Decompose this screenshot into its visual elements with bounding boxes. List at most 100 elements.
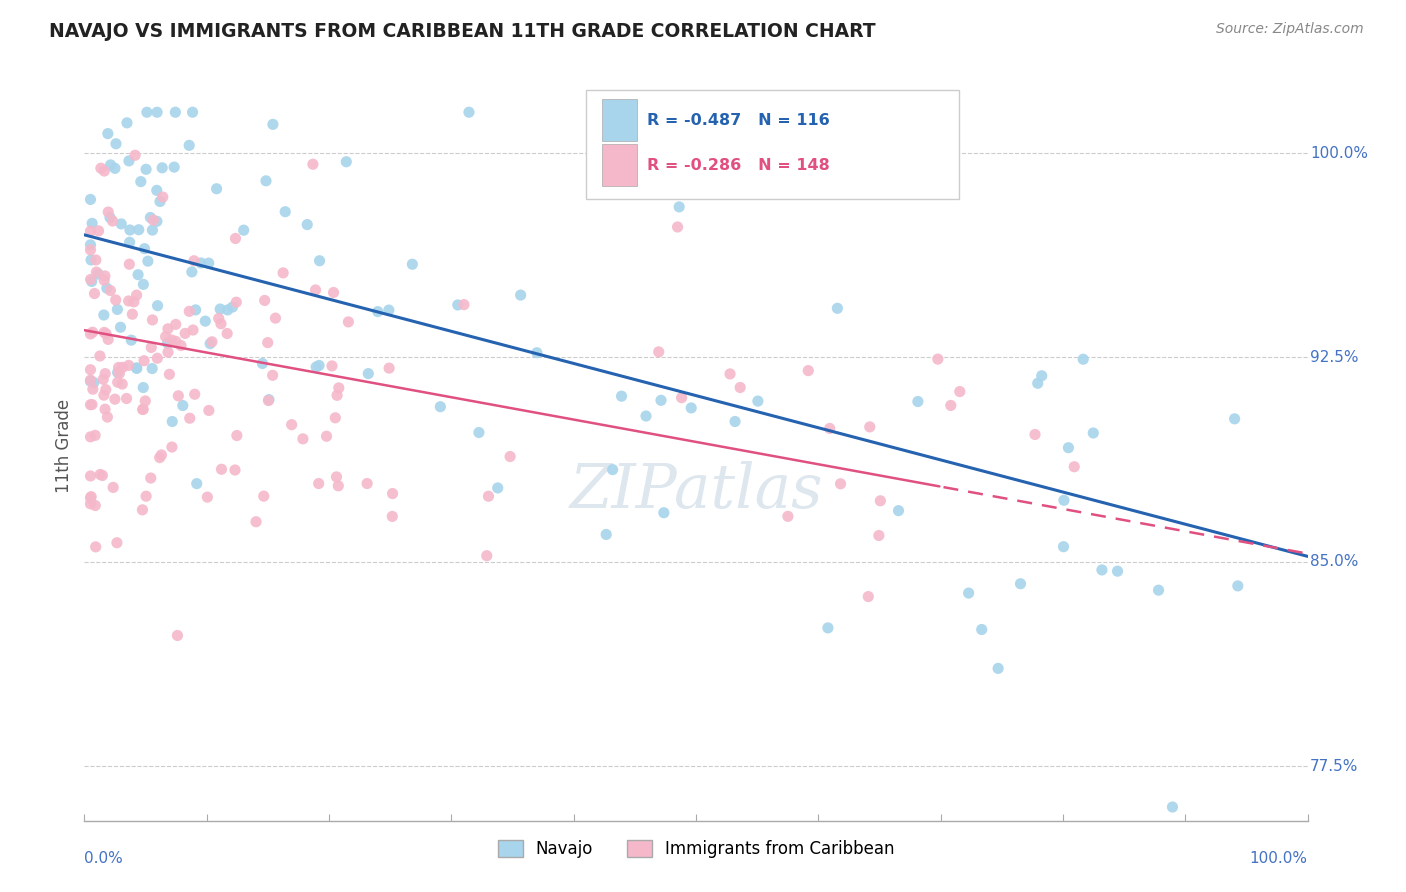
Point xyxy=(134,394,156,409)
Point xyxy=(135,162,157,177)
Point xyxy=(160,440,183,454)
Point xyxy=(610,389,633,403)
Point xyxy=(378,361,401,376)
Point xyxy=(321,359,343,373)
Point xyxy=(650,393,672,408)
Point xyxy=(79,243,101,257)
Point xyxy=(84,428,107,442)
Point xyxy=(1083,425,1105,440)
Point xyxy=(149,194,172,209)
Point xyxy=(135,105,157,120)
Point xyxy=(167,389,190,403)
Point xyxy=(152,190,174,204)
Text: R = -0.487   N = 116: R = -0.487 N = 116 xyxy=(647,112,830,128)
Point xyxy=(108,367,131,381)
Point xyxy=(79,430,101,444)
Point xyxy=(671,391,693,405)
Point xyxy=(868,528,890,542)
Point xyxy=(87,267,110,281)
Point xyxy=(155,329,177,343)
Point xyxy=(150,448,173,462)
Point xyxy=(195,490,218,504)
Point xyxy=(302,157,325,171)
Point xyxy=(225,428,247,442)
Point xyxy=(107,366,129,380)
Point xyxy=(209,301,232,316)
Point xyxy=(105,302,128,317)
Text: 85.0%: 85.0% xyxy=(1310,554,1358,569)
Point xyxy=(125,361,148,376)
Point xyxy=(93,164,115,178)
Point xyxy=(666,219,689,234)
Point xyxy=(79,491,101,505)
Point xyxy=(257,393,280,408)
Point xyxy=(174,326,197,341)
Point xyxy=(132,277,155,292)
Point xyxy=(93,308,115,322)
Point xyxy=(80,490,103,504)
Point xyxy=(118,293,141,308)
Point xyxy=(647,344,669,359)
Point xyxy=(869,493,891,508)
Point xyxy=(79,373,101,387)
Point xyxy=(217,302,239,317)
Point xyxy=(724,415,747,429)
Text: 92.5%: 92.5% xyxy=(1310,350,1358,365)
Point xyxy=(79,362,101,376)
Point xyxy=(79,237,101,252)
Point xyxy=(927,352,949,367)
Point xyxy=(335,154,357,169)
Text: 0.0%: 0.0% xyxy=(84,851,124,865)
Point xyxy=(728,380,751,394)
Point xyxy=(107,376,129,390)
Point xyxy=(817,621,839,635)
Point xyxy=(132,353,155,368)
Point xyxy=(183,387,205,401)
Point xyxy=(224,231,246,245)
Point xyxy=(217,326,239,341)
Point xyxy=(179,138,201,153)
Point xyxy=(458,105,481,120)
Point xyxy=(89,467,111,482)
Point xyxy=(308,253,330,268)
Text: R = -0.286   N = 148: R = -0.286 N = 148 xyxy=(647,158,830,172)
Point xyxy=(110,217,132,231)
Point xyxy=(141,361,163,376)
Point xyxy=(79,193,101,207)
Point xyxy=(79,224,101,238)
Point xyxy=(118,235,141,250)
Point xyxy=(486,481,509,495)
Point xyxy=(91,468,114,483)
Point xyxy=(356,476,378,491)
FancyBboxPatch shape xyxy=(602,99,637,141)
Point xyxy=(949,384,972,399)
Point xyxy=(254,174,277,188)
Point xyxy=(208,311,231,326)
Point xyxy=(165,105,187,120)
Point xyxy=(141,223,163,237)
Point xyxy=(257,392,280,407)
Point xyxy=(305,359,328,374)
Point xyxy=(97,127,120,141)
Point xyxy=(668,200,690,214)
Point xyxy=(96,281,118,295)
Point xyxy=(262,117,284,131)
Point xyxy=(150,161,173,175)
Point xyxy=(125,288,148,302)
Point xyxy=(253,489,276,503)
Point xyxy=(179,304,201,318)
Point xyxy=(118,257,141,271)
Point xyxy=(198,336,221,351)
Point xyxy=(128,223,150,237)
Point xyxy=(1052,540,1074,554)
Point xyxy=(124,148,146,162)
Point xyxy=(118,153,141,168)
Point xyxy=(718,367,741,381)
Point xyxy=(156,345,179,359)
Legend: Navajo, Immigrants from Caribbean: Navajo, Immigrants from Caribbean xyxy=(491,833,901,864)
Point xyxy=(93,273,115,287)
Point xyxy=(93,326,115,340)
Point xyxy=(381,486,404,500)
Point xyxy=(172,399,194,413)
Point xyxy=(86,265,108,279)
